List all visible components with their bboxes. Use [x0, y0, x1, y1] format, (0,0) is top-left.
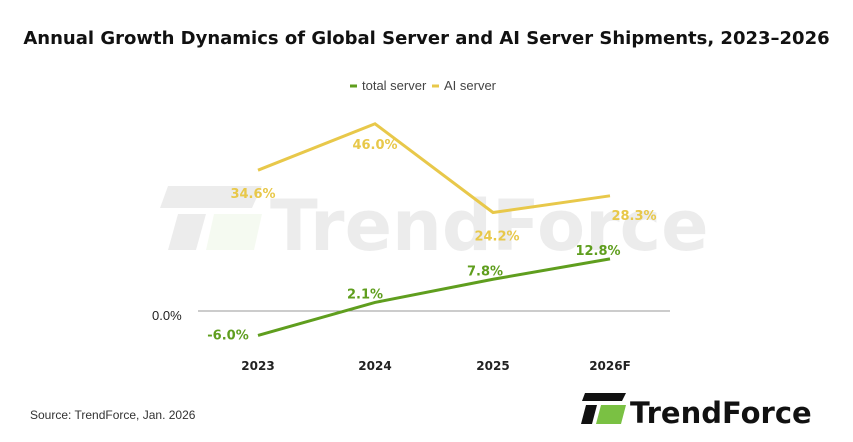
series-line-total-server — [257, 257, 611, 337]
data-label: 24.2% — [474, 230, 519, 245]
data-label: 2.1% — [347, 287, 383, 302]
data-label: -6.0% — [207, 328, 248, 343]
data-label: 12.8% — [575, 244, 620, 259]
source-note: Source: TrendForce, Jan. 2026 — [30, 408, 196, 422]
watermark: TrendForce — [160, 185, 709, 267]
data-label: 34.6% — [230, 187, 275, 202]
x-tick-label: 2025 — [476, 359, 509, 373]
svg-text:TrendForce: TrendForce — [270, 185, 709, 267]
x-tick-label: 2024 — [358, 359, 391, 373]
series-line-AI-server — [257, 122, 611, 215]
x-tick-label: 2023 — [241, 359, 274, 373]
svg-text:TrendForce: TrendForce — [630, 396, 812, 430]
x-tick-label: 2026F — [589, 359, 631, 373]
data-label: 46.0% — [352, 138, 397, 153]
data-label: 7.8% — [467, 264, 503, 279]
legend-label: AI server — [444, 78, 497, 93]
data-label: 28.3% — [611, 209, 656, 224]
y-tick-label: 0.0% — [152, 308, 182, 323]
trendforce-logo: TrendForce — [581, 393, 812, 430]
legend-label: total server — [362, 78, 427, 93]
chart-title: Annual Growth Dynamics of Global Server … — [23, 28, 830, 49]
legend: total server AI server — [350, 78, 497, 93]
